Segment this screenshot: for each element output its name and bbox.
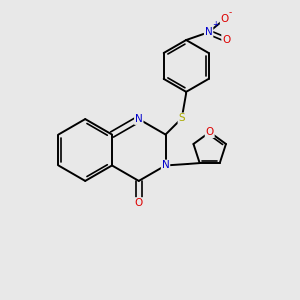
Text: N: N <box>205 27 212 37</box>
Text: O: O <box>222 34 230 45</box>
Text: O: O <box>206 127 214 137</box>
Text: N: N <box>162 160 170 170</box>
Text: -: - <box>229 8 232 17</box>
Text: +: + <box>212 20 218 29</box>
Text: N: N <box>135 114 142 124</box>
Text: O: O <box>135 198 143 208</box>
Text: S: S <box>178 113 185 123</box>
Text: O: O <box>221 14 229 24</box>
